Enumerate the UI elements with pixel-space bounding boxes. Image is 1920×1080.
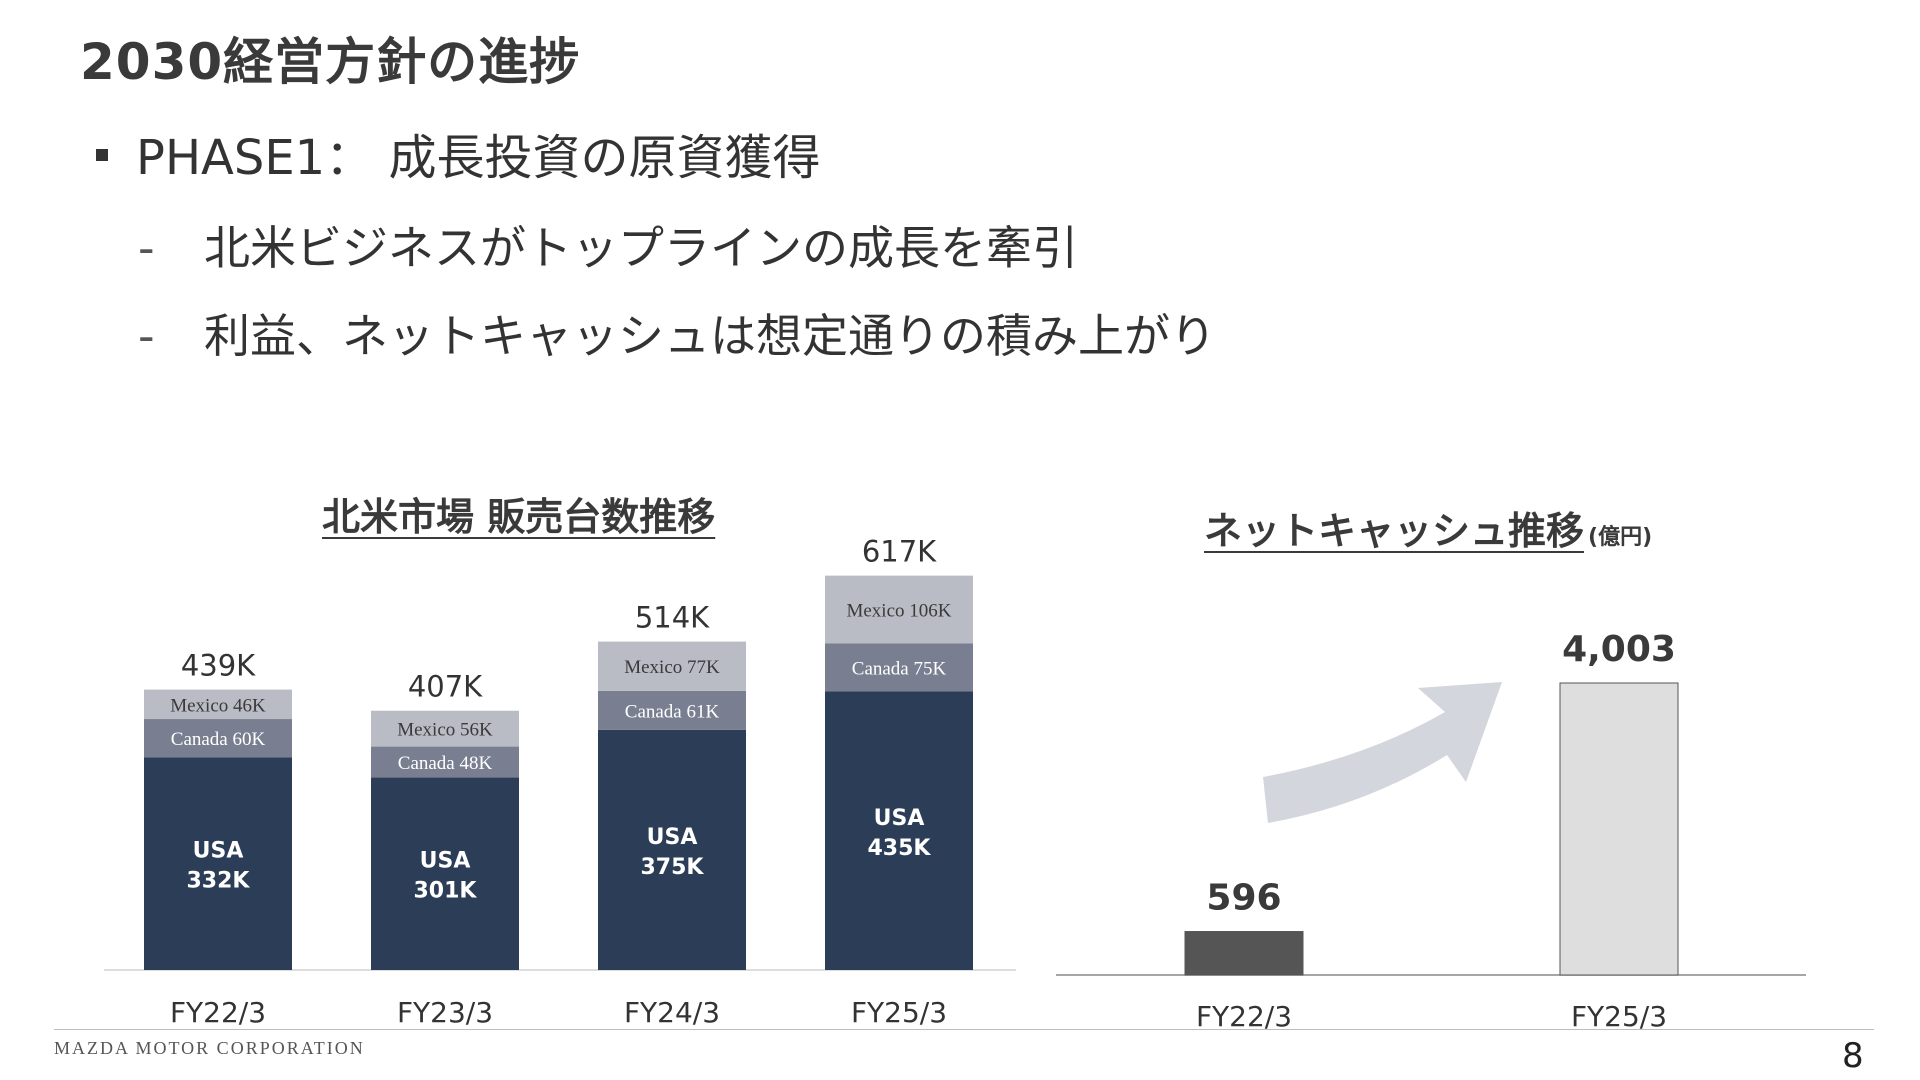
sales-chart-title: 北米市場 販売台数推移 — [322, 495, 716, 539]
page-number: 8 — [1842, 1036, 1864, 1076]
sub-bullet-text: 北米ビジネスがトップラインの成長を牽引 — [204, 221, 1078, 275]
x-tick-label: FY25/3 — [1571, 1000, 1667, 1033]
net-cash-bar — [1184, 931, 1304, 976]
bar-segment-usa — [144, 757, 292, 970]
net-cash-bar — [1559, 682, 1679, 976]
net-cash-chart-title: ネットキャッシュ推移 (億円) — [1204, 500, 1652, 555]
net-cash-value-label: 596 — [1206, 878, 1281, 919]
bar-segment-usa — [825, 691, 973, 970]
bar-segment-mexico — [598, 641, 746, 691]
sub-bullet-2: - 利益、ネットキャッシュは想定通りの積み上がり — [138, 300, 1216, 366]
bar-segment-usa — [598, 729, 746, 970]
total-label: 617K — [862, 535, 937, 569]
canada-value-label: Canada 60K — [171, 729, 266, 750]
usa-label: USA — [193, 839, 244, 864]
total-label: 514K — [635, 601, 710, 635]
page-title: 2030経営方針の進捗 — [80, 33, 581, 91]
net-cash-chart-title-text: ネットキャッシュ推移 — [1204, 509, 1585, 553]
usa-value-label: 375K — [641, 855, 705, 880]
bar-segment-mexico — [825, 575, 973, 644]
bar-segment-usa — [371, 777, 519, 970]
main-bullet-text: PHASE1： 成長投資の原資獲得 — [136, 130, 821, 186]
x-tick-label: FY23/3 — [397, 996, 493, 1029]
footer-company-name: MAZDA MOTOR CORPORATION — [54, 1038, 365, 1058]
x-tick-label: FY24/3 — [624, 996, 720, 1029]
x-tick-label: FY25/3 — [851, 996, 947, 1029]
total-label: 439K — [181, 649, 256, 683]
canada-value-label: Canada 48K — [398, 753, 493, 774]
bar-segment-canada — [144, 719, 292, 758]
bar-segment-canada — [371, 746, 519, 778]
usa-label: USA — [420, 849, 471, 874]
bar-segment-canada — [825, 643, 973, 692]
x-tick-label: FY22/3 — [1196, 1000, 1292, 1033]
bullet-square-icon — [96, 149, 108, 161]
net-cash-value-label: 4,003 — [1562, 629, 1676, 670]
bar-segment-mexico — [144, 689, 292, 720]
bar-segment-mexico — [371, 710, 519, 747]
sub-bullet-marker: - — [138, 309, 155, 363]
mexico-value-label: Mexico 106K — [846, 601, 951, 622]
mexico-value-label: Mexico 46K — [170, 695, 266, 716]
total-label: 407K — [408, 670, 483, 704]
sub-bullet-text: 利益、ネットキャッシュは想定通りの積み上がり — [204, 309, 1216, 363]
bar-segment-canada — [598, 690, 746, 730]
sub-bullet-1: - 北米ビジネスがトップラインの成長を牽引 — [138, 212, 1078, 278]
canada-value-label: Canada 61K — [625, 701, 720, 722]
mexico-value-label: Mexico 56K — [397, 720, 493, 741]
footer-divider — [54, 1029, 1874, 1030]
mexico-value-label: Mexico 77K — [624, 657, 720, 678]
net-cash-unit: (億円) — [1588, 525, 1653, 550]
usa-label: USA — [874, 806, 925, 831]
growth-arrow-icon — [1263, 682, 1502, 823]
x-tick-label: FY22/3 — [170, 996, 266, 1029]
usa-label: USA — [647, 825, 698, 850]
sub-bullet-marker: - — [138, 221, 155, 275]
usa-value-label: 332K — [187, 869, 251, 894]
usa-value-label: 301K — [414, 879, 478, 904]
canada-value-label: Canada 75K — [852, 659, 947, 680]
usa-value-label: 435K — [868, 836, 932, 861]
main-bullet: PHASE1： 成長投資の原資獲得 — [96, 118, 820, 188]
